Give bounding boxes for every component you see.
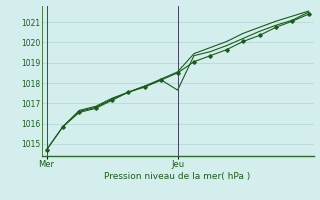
- X-axis label: Pression niveau de la mer( hPa ): Pression niveau de la mer( hPa ): [104, 172, 251, 181]
